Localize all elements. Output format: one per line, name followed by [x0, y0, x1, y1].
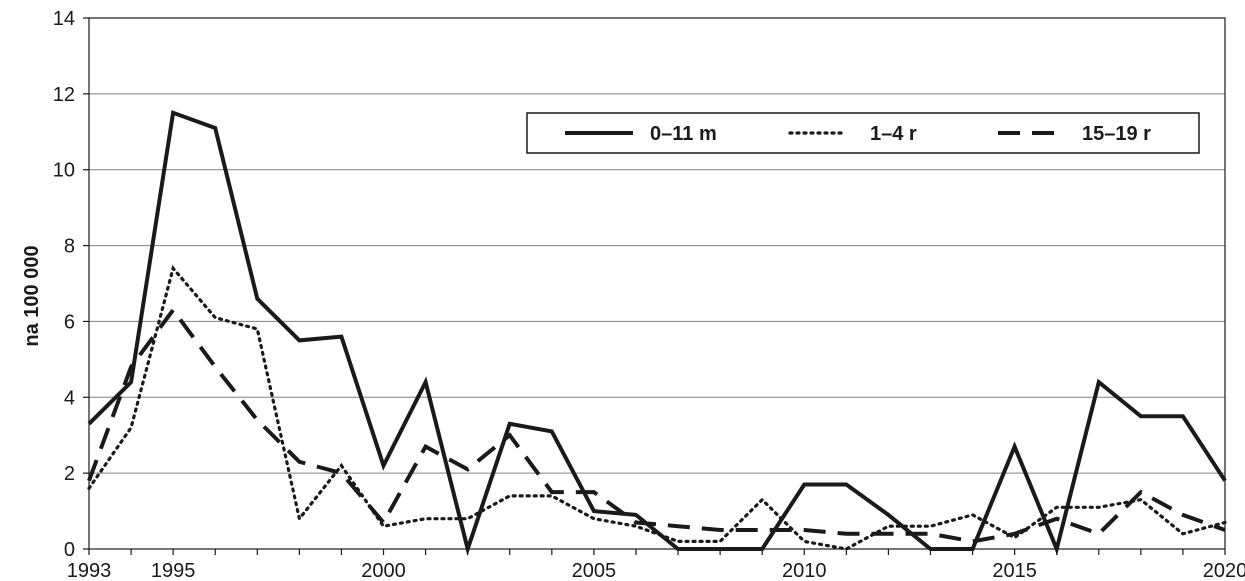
x-tick-label: 2015 — [992, 560, 1037, 581]
y-tick-label: 0 — [64, 539, 75, 561]
series-line-1 — [87, 110, 1227, 557]
y-axis-ticks: 0 2 4 6 8 10 12 14 — [53, 8, 89, 561]
y-tick-label: 8 — [64, 236, 75, 258]
legend-label-1: 0–11 m — [650, 123, 717, 145]
series-line-3 — [87, 306, 1226, 544]
x-tick-label: 2010 — [782, 560, 827, 581]
y-tick-label: 2 — [64, 463, 75, 485]
y-tick-label: 6 — [64, 311, 75, 333]
legend-label-3: 15–19 r — [1082, 123, 1151, 145]
series-line-2 — [87, 264, 1227, 551]
x-tick-label: 2020 — [1203, 560, 1245, 581]
y-tick-label: 4 — [64, 387, 75, 409]
x-tick-label: 1995 — [151, 560, 196, 581]
x-axis-ticks: 1993 1995 2000 2005 2010 2015 2020 — [67, 549, 1245, 581]
y-tick-label: 12 — [53, 84, 75, 106]
y-axis-label: na 100 000 — [21, 245, 43, 346]
legend-box — [526, 112, 1200, 154]
x-tick-label: 2000 — [361, 560, 406, 581]
legend-label-2: 1–4 r — [870, 123, 917, 145]
y-tick-label: 10 — [53, 160, 75, 182]
series-lines — [87, 110, 1227, 557]
y-tick-label: 14 — [53, 8, 75, 30]
x-tick-label: 2005 — [572, 560, 617, 581]
legend: 0–11 m 1–4 r 15–19 r — [526, 112, 1200, 154]
plot-frame — [88, 17, 1226, 550]
x-tick-label: 1993 — [67, 560, 112, 581]
